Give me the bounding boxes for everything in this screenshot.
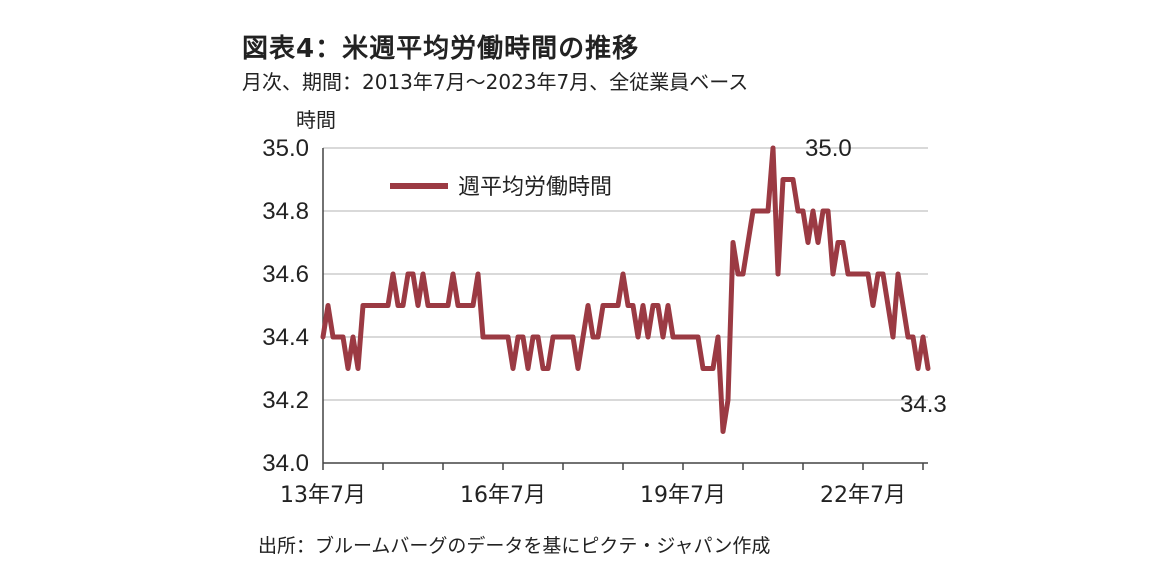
legend-label: 週平均労働時間 (458, 175, 612, 200)
source-note: 出所：ブルームバーグのデータを基にピクテ・ジャパン作成 (258, 535, 771, 557)
y-tick-label: 34.2 (262, 387, 309, 414)
max-annotation: 35.0 (805, 135, 852, 162)
y-tick-label: 34.8 (262, 198, 309, 225)
axes (322, 148, 928, 470)
series-layer (320, 145, 931, 434)
x-tick-label: 19年7月 (640, 483, 726, 508)
chart-subtitle: 月次、期間：2013年7月～2023年7月、全従業員ベース (242, 70, 749, 94)
x-tick-label: 16年7月 (460, 483, 546, 508)
y-tick-label: 34.4 (262, 324, 309, 351)
x-tick-label: 22年7月 (820, 483, 906, 508)
y-tick-label: 35.0 (262, 135, 309, 162)
last-value-annotation: 34.3 (900, 391, 947, 418)
y-tick-labels: 35.0 34.8 34.6 34.4 34.2 34.0 (262, 135, 309, 477)
legend: 週平均労働時間 (390, 175, 612, 200)
x-tick-label: 13年7月 (280, 483, 366, 508)
x-tick-labels: 13年7月 16年7月 19年7月 22年7月 (280, 483, 906, 508)
y-tick-label: 34.0 (262, 450, 309, 477)
chart-title: 図表4：米週平均労働時間の推移 (242, 34, 640, 64)
y-tick-label: 34.6 (262, 261, 309, 288)
y-axis-unit-label: 時間 (296, 108, 336, 132)
series-line-weekly-hours (320, 145, 931, 434)
